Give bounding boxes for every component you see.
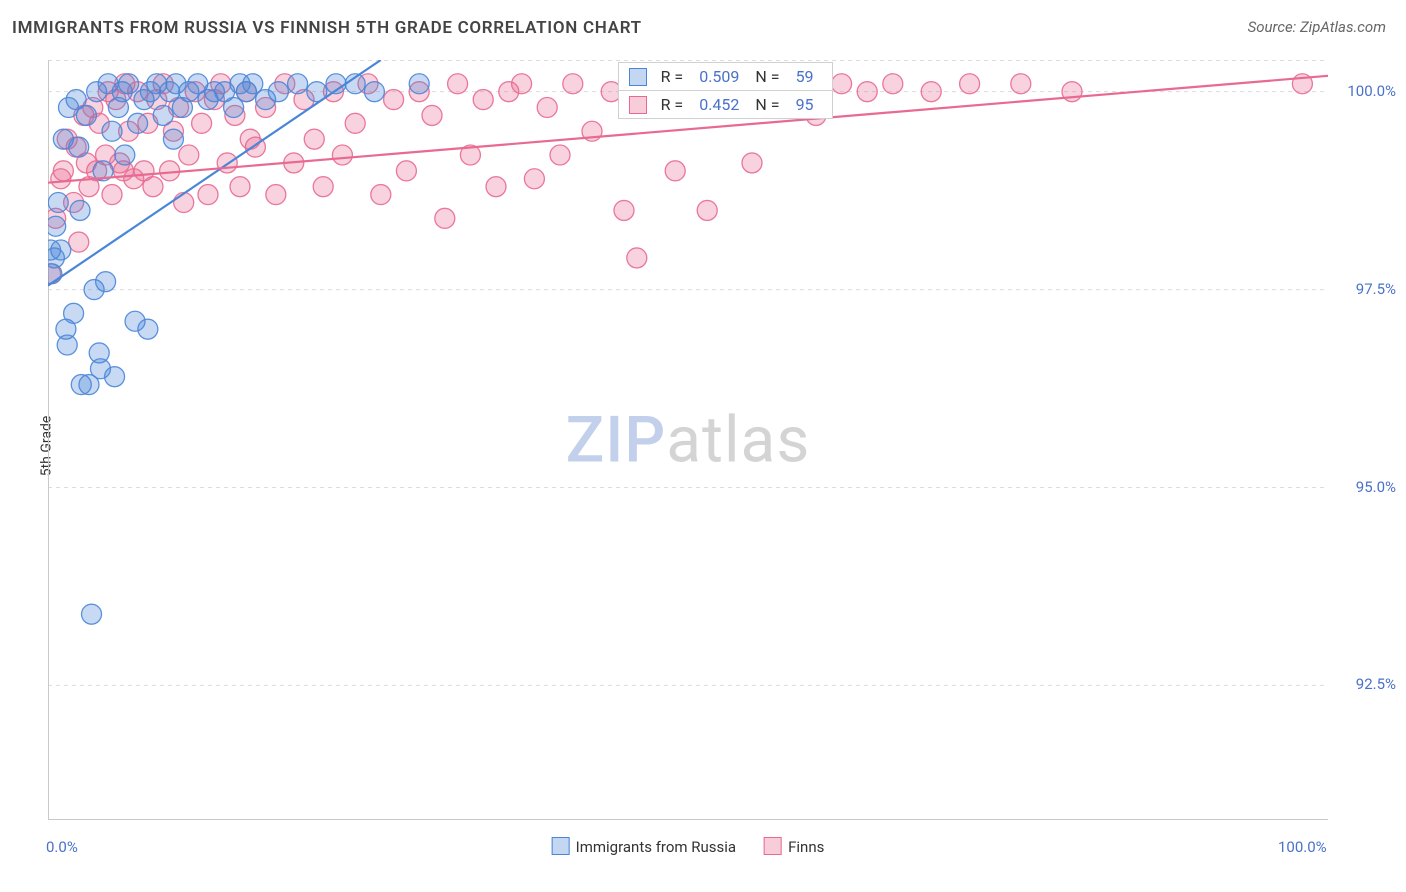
y-tick-label: 95.0% bbox=[1336, 478, 1396, 496]
x-tick-100: 100.0% bbox=[1278, 838, 1327, 856]
legend-swatch bbox=[764, 837, 782, 855]
source-credit: Source: ZipAtlas.com bbox=[1248, 18, 1386, 36]
chart-title: IMMIGRANTS FROM RUSSIA VS FINNISH 5TH GR… bbox=[12, 18, 642, 38]
legend-swatch bbox=[552, 837, 570, 855]
info-row-russia: R =0.509N =59 bbox=[619, 63, 832, 91]
chart-svg bbox=[48, 60, 1328, 820]
info-n-value: 59 bbox=[788, 67, 822, 86]
info-r-label: R = bbox=[653, 67, 692, 86]
info-r-value: 0.509 bbox=[691, 67, 747, 86]
legend-item-russia: Immigrants from Russia bbox=[552, 837, 736, 856]
correlation-info-box: R =0.509N =59R =0.452N =95 bbox=[618, 62, 833, 119]
info-r-label: R = bbox=[653, 95, 692, 114]
info-swatch bbox=[629, 96, 647, 114]
chart-plot-area: ZIPatlas R =0.509N =59R =0.452N =95 92.5… bbox=[48, 60, 1328, 820]
info-n-label: N = bbox=[747, 95, 787, 114]
info-swatch bbox=[629, 68, 647, 86]
legend-item-finns: Finns bbox=[764, 837, 824, 856]
legend-bottom: Immigrants from Russia Finns bbox=[552, 837, 825, 856]
y-tick-label: 97.5% bbox=[1336, 280, 1396, 298]
legend-label: Immigrants from Russia bbox=[576, 838, 736, 856]
y-tick-label: 100.0% bbox=[1336, 82, 1396, 100]
x-tick-0: 0.0% bbox=[46, 838, 78, 856]
info-n-value: 95 bbox=[788, 95, 822, 114]
y-tick-label: 92.5% bbox=[1336, 675, 1396, 693]
legend-label: Finns bbox=[788, 838, 824, 856]
info-r-value: 0.452 bbox=[691, 95, 747, 114]
info-n-label: N = bbox=[747, 67, 787, 86]
info-row-finns: R =0.452N =95 bbox=[619, 91, 832, 118]
